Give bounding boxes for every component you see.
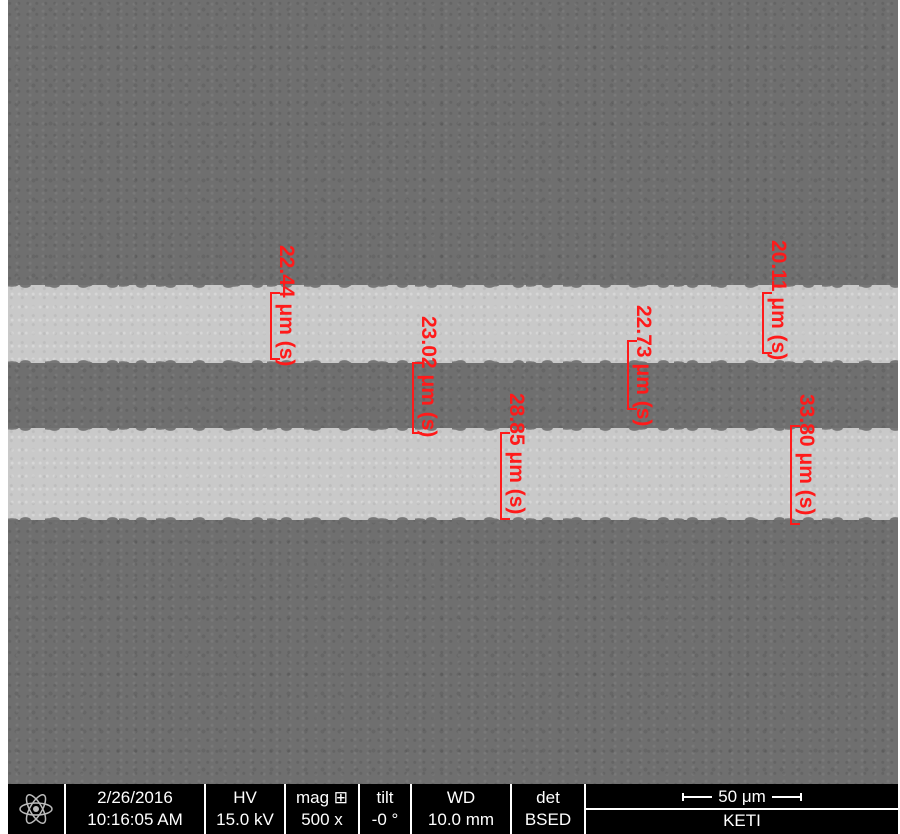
mag-cell: mag ⊞ 500 x	[284, 784, 358, 834]
scale-label: 50 μm	[718, 787, 766, 806]
band-edge	[8, 511, 898, 529]
measurement-label: 33.80 μm (s)	[795, 394, 818, 516]
det-value: BSED	[524, 810, 572, 829]
measurement-line	[270, 292, 280, 360]
mag-value: 500 x	[301, 810, 343, 829]
wd-cell: WD 10.0 mm	[410, 784, 510, 834]
tilt-label: tilt	[376, 788, 394, 807]
tilt-value: -0 °	[371, 810, 399, 829]
sem-image: 22.44 μm (s) 23.02 μm (s) 28.85 μm (s) 2…	[8, 0, 898, 784]
hv-cell: HV 15.0 kV	[204, 784, 284, 834]
logo-cell	[8, 784, 64, 834]
wd-label: WD	[446, 788, 476, 807]
scale-cell: 50 μm KETI	[584, 784, 898, 834]
measurement-label: 22.73 μm (s)	[632, 305, 655, 427]
scale-bar: 50 μm	[682, 786, 802, 808]
hv-value: 15.0 kV	[216, 810, 274, 829]
hv-label: HV	[233, 788, 257, 807]
measurement-label: 20.11 μm (s)	[767, 240, 790, 361]
band-edge	[8, 354, 898, 372]
measurement-line	[762, 292, 772, 354]
measurement-label: 23.02 μm (s)	[417, 316, 440, 438]
measurement-line	[790, 425, 800, 525]
band-edge	[8, 419, 898, 437]
scale-bar-right-segment	[771, 793, 802, 801]
scale-bar-left-segment	[682, 793, 713, 801]
sem-databar: 2/26/2016 10:16:05 AM HV 15.0 kV mag ⊞ 5…	[8, 784, 898, 834]
lab-name: KETI	[586, 808, 898, 832]
measurement-line	[627, 340, 637, 410]
light-band-lower	[8, 419, 898, 529]
wd-value: 10.0 mm	[427, 810, 495, 829]
time-text: 10:16:05 AM	[87, 810, 183, 829]
datetime-cell: 2/26/2016 10:16:05 AM	[64, 784, 204, 834]
band-edge	[8, 276, 898, 294]
date-text: 2/26/2016	[97, 788, 173, 807]
measurement-label: 22.44 μm (s)	[275, 245, 298, 367]
fei-atom-logo-icon	[19, 794, 53, 824]
measurement-label: 28.85 μm (s)	[505, 393, 528, 515]
det-cell: det BSED	[510, 784, 584, 834]
tilt-cell: tilt -0 °	[358, 784, 410, 834]
measurement-line	[412, 362, 422, 434]
mag-label: mag ⊞	[295, 788, 349, 807]
det-label: det	[536, 788, 560, 807]
light-band-upper	[8, 276, 898, 372]
measurement-line	[500, 432, 510, 520]
